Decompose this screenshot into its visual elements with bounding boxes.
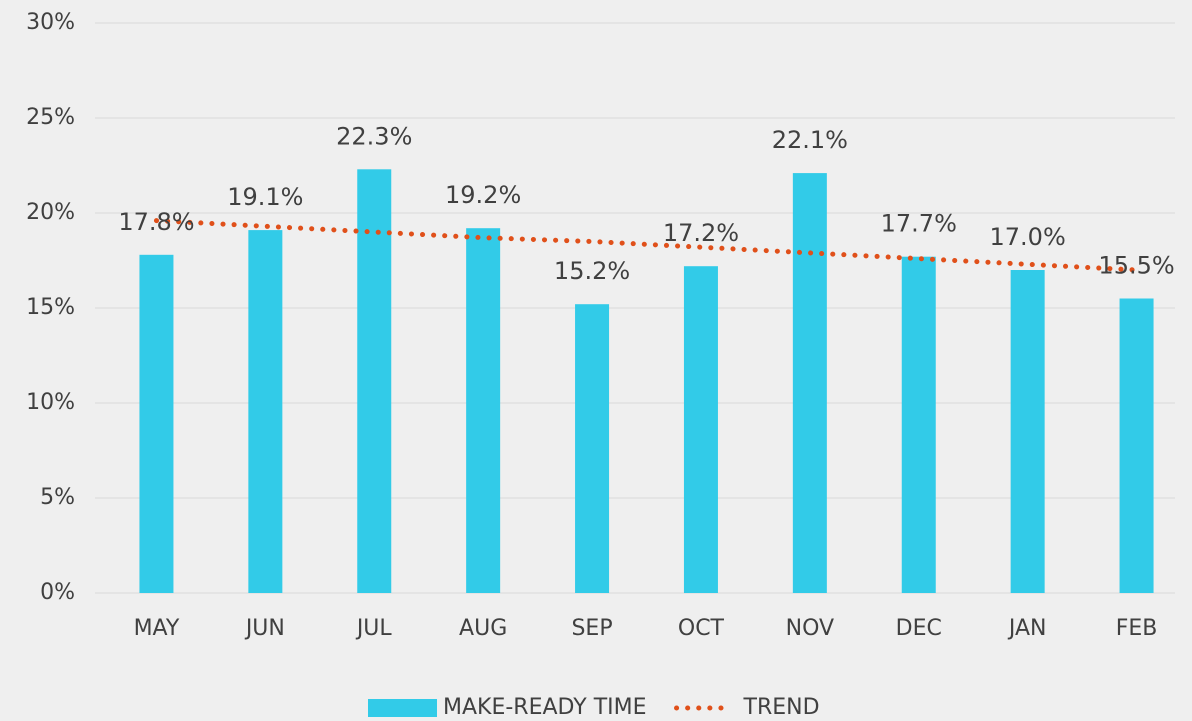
y-tick-label: 20% <box>26 200 75 225</box>
y-tick-label: 5% <box>40 485 75 510</box>
y-tick-label: 10% <box>26 390 75 415</box>
x-tick-label: AUG <box>459 616 507 641</box>
bar <box>683 266 718 593</box>
data-label: 17.2% <box>663 219 739 247</box>
data-label: 19.1% <box>227 183 303 211</box>
x-tick-label: JUL <box>355 616 393 641</box>
y-tick-label: 0% <box>40 580 75 605</box>
data-label: 17.7% <box>881 210 957 238</box>
y-tick-label: 25% <box>26 105 75 130</box>
x-tick-label: SEP <box>571 616 612 641</box>
bar <box>1119 298 1154 593</box>
x-tick-label: MAY <box>134 616 180 641</box>
bar <box>575 304 610 593</box>
data-label: 17.8% <box>118 208 194 236</box>
data-label: 22.1% <box>772 126 848 154</box>
y-tick-label: 15% <box>26 295 75 320</box>
x-tick-label: FEB <box>1116 616 1158 641</box>
y-tick-label: 30% <box>26 10 75 35</box>
trend-line <box>153 218 1140 273</box>
x-tick-label: NOV <box>786 616 834 641</box>
x-tick-label: JAN <box>1007 616 1047 641</box>
bar <box>1010 270 1045 593</box>
data-label: 17.0% <box>990 223 1066 251</box>
x-tick-label: JUN <box>244 616 285 641</box>
bar <box>139 254 174 594</box>
data-label: 19.2% <box>445 181 521 209</box>
bar <box>792 173 827 593</box>
bar <box>248 230 283 593</box>
bar <box>466 228 501 593</box>
data-label: 15.5% <box>1098 252 1174 280</box>
x-tick-label: DEC <box>896 616 942 641</box>
legend-label: TREND <box>743 695 820 720</box>
data-label: 15.2% <box>554 257 630 285</box>
bar <box>357 169 392 594</box>
legend-swatch <box>368 699 437 717</box>
x-tick-label: OCT <box>678 616 725 641</box>
bar <box>901 256 936 593</box>
data-label: 22.3% <box>336 122 412 150</box>
legend-label: MAKE-READY TIME <box>443 695 647 720</box>
